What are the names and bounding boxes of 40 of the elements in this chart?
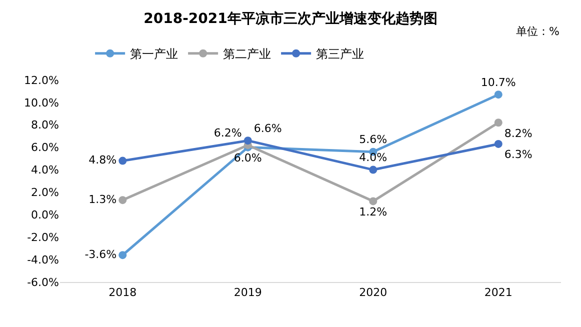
data-label: 6.3% [504, 148, 532, 162]
y-tick-label: 10.0% [24, 96, 59, 110]
y-tick-label: 0.0% [31, 208, 59, 222]
data-label: 6.2% [214, 126, 242, 140]
legend-label: 第三产业 [316, 47, 364, 62]
y-tick-label: 4.0% [31, 164, 59, 177]
point [369, 166, 378, 174]
data-label: 1.3% [88, 192, 117, 206]
data-label: 4.8% [88, 154, 117, 167]
data-label: 5.6% [359, 133, 388, 146]
data-label: 8.2% [504, 126, 532, 140]
chart-title: 2018-2021年平凉市三次产业增速变化趋势图 [144, 10, 438, 27]
text: 单位：% [516, 25, 560, 38]
data-label: 4.0% [359, 151, 388, 164]
point [118, 251, 127, 260]
y-tick-label: 12.0% [24, 74, 59, 87]
legend-label: 第二产业 [223, 47, 272, 62]
point [494, 90, 502, 99]
point [494, 140, 502, 148]
y-tick-label: -2.0% [27, 230, 59, 244]
x-tick-label: 2020 [359, 286, 388, 300]
x-tick-label: 2021 [484, 286, 512, 300]
y-tick-label: 8.0% [31, 118, 59, 132]
point [118, 156, 127, 165]
y-tick-label: 2.0% [31, 186, 59, 200]
x-tick-label: 2019 [234, 286, 262, 300]
y-tick-label: -4.0% [27, 253, 59, 266]
legend-label: 第一产业 [130, 47, 178, 62]
point [118, 196, 127, 204]
point [369, 197, 378, 206]
data-label: 6.0% [234, 152, 262, 165]
x-tick-label: 2018 [108, 286, 137, 300]
data-label: 6.6% [254, 122, 282, 135]
point [244, 136, 252, 145]
data-label: -3.6% [84, 248, 117, 261]
y-tick-label: -6.0% [27, 276, 59, 289]
data-label: 10.7% [480, 76, 516, 89]
point [494, 118, 502, 127]
y-tick-label: 6.0% [31, 141, 59, 154]
data-label: 1.2% [359, 205, 388, 218]
